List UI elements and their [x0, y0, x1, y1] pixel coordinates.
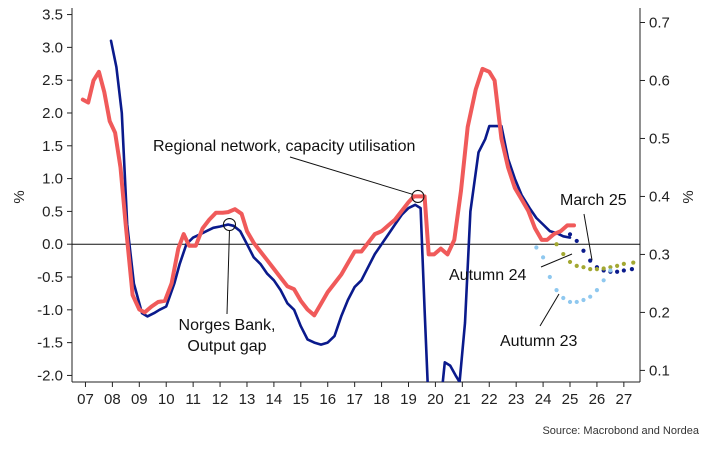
- x-tick-label: 17: [346, 391, 363, 408]
- x-tick-label: 10: [158, 391, 175, 408]
- left-axis-unit: %: [11, 190, 28, 203]
- connector-capacity: [289, 156, 414, 195]
- left-tick-label: 2.0: [42, 105, 63, 122]
- forecast-dot: [601, 266, 606, 271]
- right-tick-label: 0.7: [649, 14, 670, 31]
- annotation-output-gap-line1: Norges Bank,: [179, 317, 276, 334]
- forecast-dot: [561, 251, 566, 257]
- x-tick-label: 27: [616, 391, 633, 408]
- x-tick-label: 25: [562, 391, 579, 408]
- left-tick-label: 3.0: [42, 39, 63, 56]
- left-tick-label: -1.5: [37, 335, 63, 352]
- right-tick-label: 0.5: [649, 130, 670, 147]
- forecast-series-3: [554, 242, 636, 272]
- x-tick-label: 09: [131, 391, 148, 408]
- forecast-dot: [588, 258, 593, 263]
- forecast-series-4: [534, 245, 613, 305]
- x-tick-label: 18: [373, 391, 390, 408]
- forecast-dot: [581, 297, 586, 303]
- forecast-dot: [631, 260, 636, 265]
- left-tick-label: 3.5: [42, 7, 63, 24]
- forecast-dot: [615, 263, 620, 268]
- forecast-dot: [567, 299, 573, 305]
- forecast-dot: [581, 265, 586, 270]
- right-tick-label: 0.1: [649, 362, 670, 379]
- forecast-dot: [601, 278, 606, 283]
- forecast-dot: [588, 267, 593, 272]
- forecast-dot: [574, 263, 579, 268]
- left-tick-label: 0.0: [42, 236, 63, 253]
- x-tick-label: 23: [508, 391, 525, 408]
- x-tick-label: 14: [266, 391, 283, 408]
- annotation-autumn23: Autumn 23: [500, 333, 577, 350]
- x-tick-label: 16: [319, 391, 336, 408]
- forecast-dot: [534, 245, 539, 250]
- forecast-dot: [567, 232, 573, 237]
- x-tick-label: 08: [104, 391, 121, 408]
- forecast-dot: [574, 238, 579, 244]
- annotation-march25: March 25: [560, 192, 627, 209]
- left-tick-label: -2.0: [37, 367, 63, 384]
- x-tick-label: 19: [400, 391, 417, 408]
- left-tick-label: 2.5: [42, 72, 63, 89]
- left-tick-label: -1.0: [37, 302, 63, 319]
- source-note: Source: Macrobond and Nordea: [542, 425, 699, 437]
- connector-output-gap: [226, 230, 230, 315]
- right-axis-unit: %: [680, 190, 697, 203]
- x-tick-label: 13: [239, 391, 256, 408]
- left-tick-label: -0.5: [37, 269, 63, 286]
- x-tick-label: 22: [481, 391, 498, 408]
- forecast-dot: [615, 269, 620, 274]
- right-tick-label: 0.6: [649, 72, 670, 89]
- forecast-dot: [554, 288, 559, 293]
- x-tick-label: 07: [77, 391, 94, 408]
- left-tick-label: 1.0: [42, 171, 63, 188]
- forecast-dot: [554, 242, 559, 247]
- x-tick-label: 24: [535, 391, 552, 408]
- forecast-dot: [547, 274, 552, 280]
- x-tick-label: 21: [454, 391, 471, 408]
- forecast-dot: [608, 265, 613, 270]
- annotation-capacity-utilisation: Regional network, capacity utilisation: [153, 138, 415, 155]
- x-tick-label: 11: [185, 391, 201, 408]
- forecast-dot: [629, 267, 635, 272]
- connector-autumn24: [540, 253, 573, 268]
- x-tick-label: 12: [212, 391, 229, 408]
- forecast-dot: [588, 294, 593, 299]
- left-tick-label: 1.5: [42, 138, 63, 155]
- forecast-dot: [608, 268, 613, 273]
- series-line-1: [80, 66, 576, 318]
- forecast-dot: [621, 268, 626, 273]
- x-tick-label: 26: [589, 391, 606, 408]
- forecast-dot: [540, 255, 546, 260]
- forecast-dot: [594, 288, 600, 293]
- annotation-output-gap-line2: Output gap: [187, 338, 266, 355]
- forecast-dot: [621, 261, 626, 266]
- right-tick-label: 0.3: [649, 246, 670, 263]
- forecast-dot: [574, 299, 579, 305]
- forecast-dot: [561, 295, 566, 301]
- right-tick-label: 0.2: [649, 304, 670, 321]
- connector-autumn23: [539, 293, 560, 327]
- right-tick-label: 0.4: [649, 188, 670, 205]
- x-tick-label: 15: [292, 391, 309, 408]
- forecast-dot: [594, 267, 600, 272]
- connector-march25: [583, 213, 593, 261]
- left-tick-label: 0.5: [42, 203, 63, 220]
- forecast-dot: [581, 248, 586, 253]
- annotation-marker-capacity: [411, 189, 425, 203]
- x-tick-label: 20: [427, 391, 444, 408]
- forecast-dot: [567, 259, 573, 265]
- annotation-autumn24: Autumn 24: [449, 267, 526, 284]
- series-line-0: [109, 39, 572, 382]
